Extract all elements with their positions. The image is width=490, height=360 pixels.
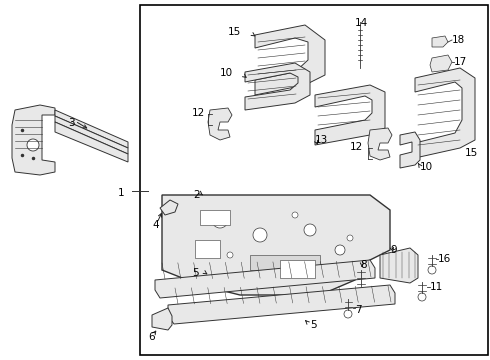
Text: 8: 8: [360, 260, 367, 270]
Text: 15: 15: [228, 27, 241, 37]
Text: 10: 10: [220, 68, 233, 78]
Polygon shape: [160, 200, 178, 215]
Polygon shape: [430, 55, 452, 72]
Text: 5: 5: [192, 268, 198, 278]
Text: 5: 5: [310, 320, 317, 330]
Text: 15: 15: [465, 148, 478, 158]
Text: 3: 3: [68, 118, 74, 128]
Text: 6: 6: [148, 332, 155, 342]
Circle shape: [428, 266, 436, 274]
Polygon shape: [250, 255, 320, 270]
Text: 17: 17: [454, 57, 467, 67]
Circle shape: [212, 212, 228, 228]
Circle shape: [27, 139, 39, 151]
Polygon shape: [245, 63, 310, 110]
Bar: [200, 210, 230, 225]
Polygon shape: [12, 105, 55, 175]
Text: 13: 13: [315, 135, 328, 145]
Text: 16: 16: [438, 254, 451, 264]
Text: 10: 10: [420, 162, 433, 172]
Polygon shape: [432, 36, 448, 47]
Bar: [140, 5, 488, 355]
Circle shape: [253, 228, 267, 242]
Text: 12: 12: [192, 108, 205, 118]
Text: 9: 9: [390, 245, 396, 255]
Polygon shape: [55, 116, 128, 154]
Text: 2: 2: [193, 190, 199, 200]
Polygon shape: [168, 285, 395, 324]
Text: 7: 7: [355, 305, 362, 315]
Polygon shape: [400, 132, 420, 168]
Polygon shape: [380, 248, 418, 283]
Polygon shape: [155, 260, 375, 298]
Circle shape: [227, 252, 233, 258]
Polygon shape: [208, 108, 232, 140]
Circle shape: [292, 212, 298, 218]
Bar: [280, 260, 315, 278]
Polygon shape: [255, 25, 325, 95]
Circle shape: [418, 293, 426, 301]
Bar: [195, 240, 220, 258]
Polygon shape: [415, 68, 475, 158]
Text: 12: 12: [350, 142, 363, 152]
Circle shape: [335, 245, 345, 255]
Text: 18: 18: [452, 35, 465, 45]
Text: 1: 1: [118, 188, 124, 198]
Text: 14: 14: [355, 18, 368, 28]
Polygon shape: [162, 195, 390, 295]
Polygon shape: [152, 308, 172, 330]
Polygon shape: [315, 85, 385, 145]
Circle shape: [304, 224, 316, 236]
Circle shape: [344, 310, 352, 318]
Text: 11: 11: [430, 282, 443, 292]
Polygon shape: [368, 128, 392, 160]
Polygon shape: [55, 110, 128, 148]
Polygon shape: [55, 122, 128, 162]
Text: 4: 4: [152, 220, 159, 230]
Circle shape: [347, 235, 353, 241]
